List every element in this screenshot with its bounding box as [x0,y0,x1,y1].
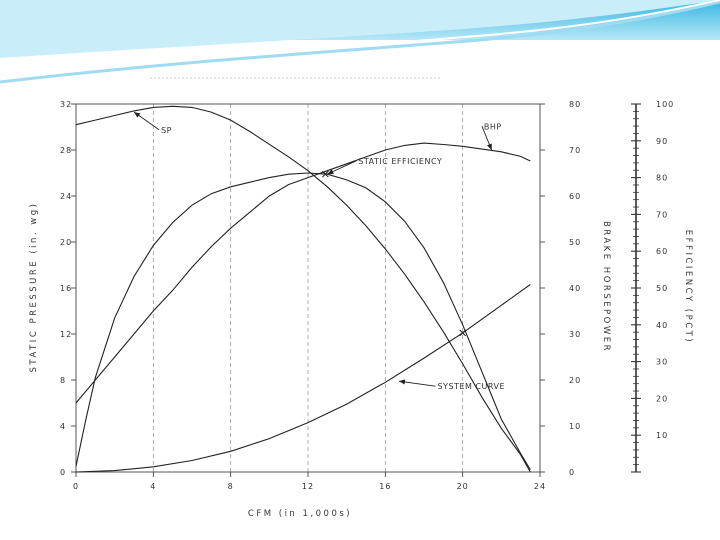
x-tick-label-6: 24 [534,482,546,491]
middle-tick-label-3: 30 [569,330,581,339]
x-tick-label-2: 8 [228,482,234,491]
right-tick-label-1: 20 [656,394,668,403]
slide-wave-accent [0,0,720,84]
middle-tick-label-7: 70 [569,146,581,155]
series-lines [75,105,531,473]
brake-horsepower-curve [75,142,531,404]
x-tick-label-5: 20 [457,482,469,491]
middle-tick-label-8: 80 [569,100,581,109]
right-tick-label-3: 40 [656,321,668,330]
sp-label-arrowhead [134,112,141,118]
left-tick-label-5: 20 [60,238,72,247]
static-efficiency-label: STATIC EFFICIENCY [358,157,442,166]
left-tick-label-1: 4 [60,422,66,431]
left-tick-label-3: 12 [60,330,72,339]
middle-tick-label-1: 10 [569,422,581,431]
right-tick-label-0: 10 [656,431,668,440]
axis-ticks [71,103,641,477]
right-tick-label-7: 80 [656,174,668,183]
middle-tick-label-5: 50 [569,238,581,247]
left-tick-label-8: 32 [60,100,72,109]
left-tick-label-0: 0 [60,468,66,477]
middle-tick-label-6: 60 [569,192,581,201]
left-tick-label-7: 28 [60,146,72,155]
middle-axis-title: BRAKE HORSEPOWER [601,221,611,353]
left-tick-label-6: 24 [60,192,72,201]
bhp-label: BHP [484,122,502,131]
system-curve-label: SYSTEM CURVE [438,382,506,391]
chart-frames [75,77,637,473]
system-curve-label-arrowhead [398,379,406,385]
static-efficiency-label-arrowhead [327,169,334,175]
static-pressure-curve [75,105,531,473]
system-curve-label-arrow [398,380,436,387]
bhp-label-arrowhead [487,143,492,150]
grid-lines [152,104,464,472]
intersection-marker-0 [322,170,329,178]
x-tick-label-3: 12 [302,482,314,491]
sp-label: SP [161,126,172,135]
right-tick-label-8: 90 [656,137,668,146]
x-tick-label-1: 4 [150,482,156,491]
system-curve [75,284,531,473]
slide-wave-light [0,0,720,58]
right-tick-label-9: 100 [656,100,674,109]
right-tick-label-5: 60 [656,247,668,256]
left-tick-label-2: 8 [60,376,66,385]
intersection-marker-1 [459,329,467,337]
right-tick-label-2: 30 [656,358,668,367]
right-tick-label-6: 70 [656,210,668,219]
left-tick-label-4: 16 [60,284,72,293]
right-axis-title: EFFICIENCY (PCT) [683,230,693,344]
x-tick-label-0: 0 [73,482,79,491]
static-efficiency-curve [75,172,531,470]
middle-tick-label-2: 20 [569,376,581,385]
tick-labels: 0 4 8 12 16 20 24 0 4 8 12 16 20 24 28 32 0 10 20 30 40 50 60 7… [60,100,674,491]
right-tick-label-4: 50 [656,284,668,293]
x-axis-title: CFM (in 1,000s) [248,509,352,519]
slide-wave-accent-2 [0,0,720,77]
middle-tick-label-0: 0 [569,468,575,477]
x-tick-label-4: 16 [379,482,391,491]
middle-tick-label-4: 40 [569,284,581,293]
annotations: SP BHP STATIC EFFICIENCY SYSTEM CURVE [133,111,506,391]
left-axis-title: STATIC PRESSURE (in. wg) [29,202,39,373]
